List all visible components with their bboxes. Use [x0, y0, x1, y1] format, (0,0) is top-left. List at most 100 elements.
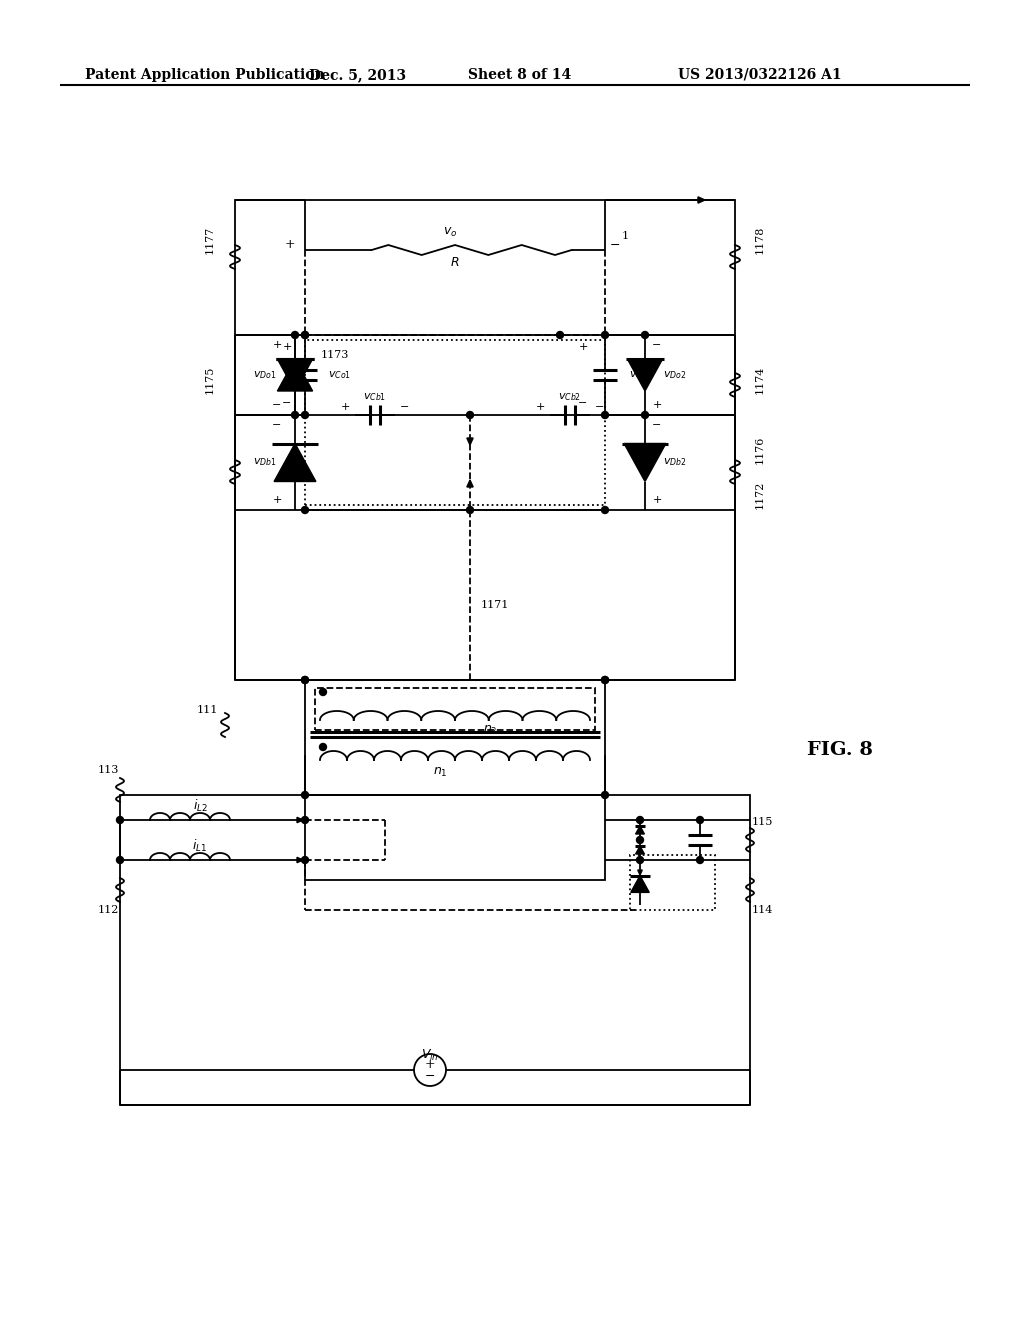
Circle shape	[117, 817, 124, 824]
Text: $n_2$: $n_2$	[482, 723, 498, 737]
Circle shape	[301, 507, 308, 513]
Text: US 2013/0322126 A1: US 2013/0322126 A1	[678, 69, 842, 82]
Polygon shape	[638, 870, 642, 875]
Text: 1177: 1177	[205, 226, 215, 255]
Text: Patent Application Publication: Patent Application Publication	[85, 69, 325, 82]
Polygon shape	[467, 480, 473, 487]
Text: −: −	[595, 403, 605, 412]
Text: $n_1$: $n_1$	[433, 766, 447, 779]
Bar	[305, 341, 605, 506]
Polygon shape	[278, 359, 312, 391]
Text: $v_{Co1}$: $v_{Co1}$	[329, 370, 351, 381]
Circle shape	[117, 857, 124, 863]
Text: −: −	[652, 341, 662, 350]
Text: +: +	[425, 1057, 435, 1071]
Circle shape	[556, 331, 563, 338]
Text: $v_{Db2}$: $v_{Db2}$	[664, 457, 687, 467]
Text: 1171: 1171	[481, 601, 509, 610]
Circle shape	[301, 817, 308, 824]
Polygon shape	[274, 444, 315, 482]
Circle shape	[601, 412, 608, 418]
Polygon shape	[631, 875, 649, 892]
Text: −: −	[272, 420, 282, 430]
Circle shape	[301, 857, 308, 863]
Bar	[234, 201, 735, 680]
Text: 1172: 1172	[755, 480, 765, 510]
Text: $i_{L1}$: $i_{L1}$	[193, 838, 208, 854]
Circle shape	[301, 412, 308, 418]
Text: 1173: 1173	[321, 350, 349, 360]
Bar	[630, 855, 715, 909]
Text: 113: 113	[97, 766, 119, 775]
Text: +: +	[536, 403, 545, 412]
Circle shape	[637, 857, 643, 863]
Circle shape	[467, 412, 473, 418]
Circle shape	[301, 676, 308, 684]
Polygon shape	[467, 438, 473, 445]
Text: −: −	[652, 420, 662, 430]
Circle shape	[301, 331, 308, 338]
Text: 1175: 1175	[205, 366, 215, 395]
Circle shape	[319, 743, 327, 751]
Text: $v_{Do1}$: $v_{Do1}$	[253, 370, 276, 381]
Text: $v_{Do2}$: $v_{Do2}$	[664, 370, 687, 381]
Polygon shape	[297, 857, 303, 863]
Polygon shape	[698, 197, 705, 203]
Text: 1176: 1176	[755, 436, 765, 465]
Text: $i_{L2}$: $i_{L2}$	[193, 799, 208, 814]
Text: $R$: $R$	[451, 256, 460, 268]
Text: 1: 1	[622, 231, 629, 242]
Circle shape	[467, 507, 473, 513]
Polygon shape	[636, 846, 644, 854]
Bar	[120, 795, 750, 1105]
Text: $v_{Db1}$: $v_{Db1}$	[253, 457, 276, 467]
Text: 112: 112	[97, 906, 119, 915]
Text: $v_{Co2}$: $v_{Co2}$	[629, 370, 651, 381]
Text: +: +	[652, 400, 662, 411]
Circle shape	[641, 412, 648, 418]
Text: 1174: 1174	[755, 366, 765, 395]
Bar	[305, 680, 605, 795]
Circle shape	[601, 792, 608, 799]
Text: Sheet 8 of 14: Sheet 8 of 14	[468, 69, 571, 82]
Text: +: +	[272, 341, 282, 350]
Polygon shape	[278, 359, 312, 391]
Text: $v_{Cb1}$: $v_{Cb1}$	[364, 391, 387, 403]
Circle shape	[301, 331, 308, 338]
Circle shape	[641, 331, 648, 338]
Text: −: −	[400, 403, 410, 412]
Text: $v_o$: $v_o$	[442, 226, 457, 239]
Circle shape	[601, 331, 608, 338]
Circle shape	[601, 507, 608, 513]
Text: $v_{Cb2}$: $v_{Cb2}$	[558, 391, 582, 403]
Text: 111: 111	[197, 705, 218, 715]
Polygon shape	[628, 359, 663, 391]
Circle shape	[301, 676, 308, 684]
Text: Dec. 5, 2013: Dec. 5, 2013	[309, 69, 407, 82]
Text: +: +	[283, 342, 292, 352]
Text: −: −	[579, 399, 588, 408]
Circle shape	[696, 857, 703, 863]
Text: $V_{in}$: $V_{in}$	[421, 1048, 439, 1063]
Text: FIG. 8: FIG. 8	[807, 741, 872, 759]
Text: 114: 114	[752, 906, 773, 915]
Text: −: −	[283, 399, 292, 408]
Text: +: +	[272, 495, 282, 506]
Circle shape	[637, 817, 643, 824]
Circle shape	[696, 817, 703, 824]
Text: 1178: 1178	[755, 226, 765, 255]
Circle shape	[637, 837, 643, 843]
Text: +: +	[340, 403, 349, 412]
Text: +: +	[285, 239, 295, 252]
Circle shape	[601, 676, 608, 684]
Text: +: +	[579, 342, 588, 352]
Circle shape	[301, 792, 308, 799]
Circle shape	[319, 689, 327, 696]
Polygon shape	[624, 444, 666, 482]
Circle shape	[292, 412, 299, 418]
Bar	[305, 795, 605, 880]
Text: −: −	[609, 239, 621, 252]
Circle shape	[292, 331, 299, 338]
Text: −: −	[425, 1069, 435, 1082]
Text: 115: 115	[752, 817, 773, 828]
